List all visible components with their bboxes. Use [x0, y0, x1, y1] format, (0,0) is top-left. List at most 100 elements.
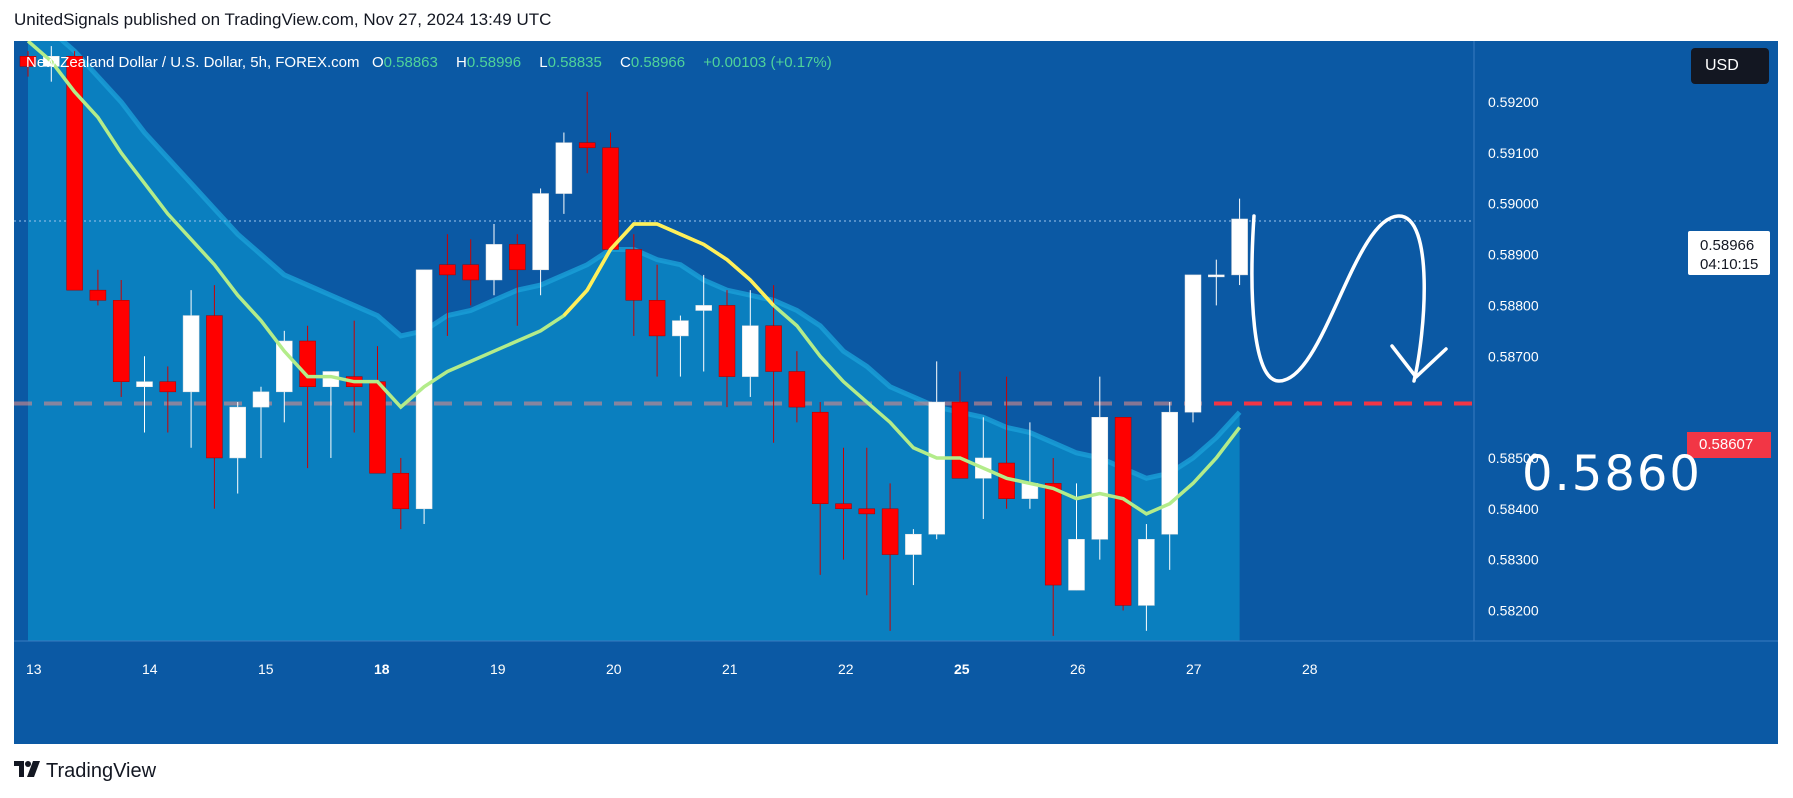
candle[interactable] [1184, 274, 1202, 423]
candle[interactable] [369, 346, 386, 474]
candle[interactable] [1091, 376, 1109, 560]
candle[interactable] [1138, 524, 1155, 631]
candle-body [1044, 483, 1062, 586]
candle-body [788, 371, 806, 408]
candle[interactable] [811, 402, 829, 575]
candle-body [1161, 411, 1178, 535]
candle[interactable] [206, 285, 223, 509]
candle[interactable] [695, 274, 712, 372]
candle[interactable] [485, 224, 503, 296]
candle[interactable] [998, 376, 1015, 509]
candle-body [555, 142, 573, 194]
candle-body [252, 391, 270, 408]
candle-body [951, 401, 969, 479]
candle-body [625, 249, 643, 301]
candle-body [229, 406, 246, 459]
target-price-badge: 0.58607 [1687, 432, 1771, 458]
candle-body [1208, 274, 1225, 278]
candle[interactable] [1021, 422, 1039, 509]
candle[interactable] [112, 279, 130, 397]
candle[interactable] [905, 529, 922, 586]
candle[interactable] [19, 51, 37, 77]
candle[interactable] [415, 269, 433, 525]
candle[interactable] [182, 290, 200, 448]
candle[interactable] [928, 361, 945, 540]
candle-body [928, 401, 945, 535]
projection-arrow-path[interactable] [1250, 214, 1426, 383]
x-tick-label: 19 [490, 661, 506, 677]
candle[interactable] [718, 290, 736, 408]
candle-body [112, 300, 130, 382]
candle-body [1068, 539, 1085, 591]
candle-body [392, 472, 410, 510]
candle-body [415, 269, 433, 510]
close-label: C [620, 54, 631, 71]
candle[interactable] [648, 264, 666, 377]
candle[interactable] [252, 386, 270, 458]
tradingview-logo[interactable]: TradingView [14, 760, 156, 783]
candle-body [672, 320, 689, 337]
x-tick-label: 18 [374, 661, 390, 677]
candle-body [66, 56, 83, 291]
price-chart[interactable]: 0.59200 0.59100 0.59000 0.58900 0.58800 0.587… [14, 41, 1778, 744]
candle-body [485, 244, 503, 281]
candle-body [578, 142, 596, 149]
x-tick-label: 28 [1302, 661, 1318, 677]
candle[interactable] [89, 269, 107, 306]
tradingview-brand: TradingView [46, 760, 157, 782]
candle-body [19, 56, 37, 67]
last-price-badge: 0.58966 04:10:15 [1687, 230, 1771, 276]
candle-body [462, 264, 479, 281]
candle[interactable] [625, 234, 643, 336]
candle[interactable] [788, 351, 806, 423]
y-tick-label: 0.58900 [1488, 247, 1539, 263]
arrow-head-icon [1390, 344, 1448, 379]
candle[interactable] [1114, 417, 1132, 611]
candle[interactable] [1068, 483, 1085, 591]
candle-body [742, 325, 759, 377]
candle-body [695, 305, 712, 311]
candle-body [648, 300, 666, 337]
candle-body [299, 340, 316, 388]
y-tick-label: 0.59200 [1488, 94, 1539, 110]
candle-body [811, 411, 829, 504]
bar-countdown: 04:10:15 [1700, 256, 1759, 273]
candle[interactable] [229, 402, 246, 494]
candle[interactable] [858, 447, 876, 596]
target-annotation-text[interactable]: 0.5860 [1522, 446, 1702, 502]
ohlc-legend: New Zealand Dollar / U.S. Dollar, 5h, FO… [26, 54, 832, 71]
candle[interactable] [509, 234, 526, 326]
change-value: +0.00103 (+0.17%) [703, 54, 832, 71]
candle[interactable] [555, 132, 573, 214]
candle[interactable] [532, 188, 549, 296]
candle[interactable] [578, 91, 596, 174]
candle[interactable] [602, 132, 619, 250]
candle-body [765, 325, 782, 372]
candle-body [509, 244, 526, 271]
candle[interactable] [672, 315, 689, 377]
candle[interactable] [439, 234, 456, 336]
candle-body [858, 508, 876, 515]
candle[interactable] [765, 285, 782, 443]
candle[interactable] [835, 447, 852, 560]
y-tick-label: 0.58300 [1488, 552, 1539, 568]
y-tick-label: 0.58400 [1488, 501, 1539, 517]
y-tick-label: 0.59100 [1488, 145, 1539, 161]
candle[interactable] [881, 483, 899, 631]
high-value: 0.58996 [466, 54, 522, 71]
candle-body [1184, 274, 1202, 413]
candle[interactable] [742, 290, 759, 397]
currency-button[interactable]: USD [1691, 48, 1769, 84]
candle[interactable] [462, 239, 479, 306]
x-tick-label: 20 [606, 661, 622, 677]
open-label: O [371, 54, 384, 71]
candle[interactable] [1208, 259, 1225, 306]
x-tick-label: 26 [1070, 661, 1086, 677]
candle-body [206, 315, 223, 459]
candle[interactable] [159, 366, 177, 433]
candle[interactable] [136, 356, 153, 433]
candle[interactable] [1231, 198, 1248, 286]
candle[interactable] [392, 457, 410, 530]
close-value: 0.58966 [630, 54, 686, 71]
candle-body [905, 533, 922, 555]
